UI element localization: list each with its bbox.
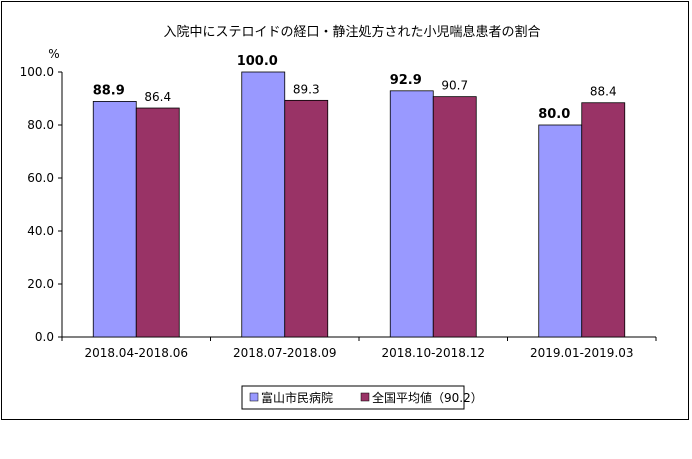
legend-swatch-series-1 <box>249 392 259 402</box>
y-tick-label: 20.0 <box>27 277 54 291</box>
x-tick-label: 2018.07-2018.09 <box>233 346 337 360</box>
bar <box>241 71 286 338</box>
x-tick-labels: 2018.04-2018.06 2018.07-2018.09 2018.10-20… <box>84 346 633 360</box>
legend: 富山市民病院 全国平均値（90.2） <box>241 385 483 410</box>
x-tick-label: 2018.04-2018.06 <box>84 346 188 360</box>
y-tick-label: 40.0 <box>27 224 54 238</box>
x-tick-label: 2019.01-2019.03 <box>530 346 634 360</box>
bar <box>389 90 434 338</box>
data-label: 88.9 <box>93 83 125 98</box>
bar <box>581 102 626 338</box>
y-tick-label: 0.0 <box>35 330 54 344</box>
y-tick-label: 80.0 <box>27 118 54 132</box>
bar <box>135 107 180 338</box>
data-label: 86.4 <box>144 90 171 104</box>
data-label: 90.7 <box>441 79 468 93</box>
data-label: 92.9 <box>390 73 422 88</box>
x-tick-label: 2018.10-2018.12 <box>381 346 485 360</box>
data-label: 89.3 <box>293 82 320 96</box>
data-label: 100.0 <box>237 54 278 69</box>
data-label: 88.4 <box>590 85 617 99</box>
chart-title: 入院中にステロイドの経口・静注処方された小児喘息患者の割合 <box>163 24 540 40</box>
bars <box>92 71 626 338</box>
bar <box>432 96 477 338</box>
legend-label-series-1: 富山市民病院 <box>261 390 333 405</box>
y-tick-label: 100.0 <box>20 65 54 79</box>
bar <box>284 99 329 338</box>
legend-box <box>241 385 465 410</box>
data-label: 80.0 <box>538 107 570 122</box>
legend-swatch-series-2 <box>360 392 370 402</box>
legend-label-series-2: 全国平均値（90.2） <box>372 390 483 405</box>
bar <box>538 124 583 338</box>
data-labels: 88.9 100.0 92.9 80.0 86.4 89.3 90.7 88.4 <box>93 54 617 122</box>
bar <box>92 101 137 338</box>
y-axis-unit-label: % <box>48 47 59 61</box>
y-tick-labels: 0.0 20.0 40.0 60.0 80.0 100.0 <box>20 65 54 344</box>
y-tick-label: 60.0 <box>27 171 54 185</box>
